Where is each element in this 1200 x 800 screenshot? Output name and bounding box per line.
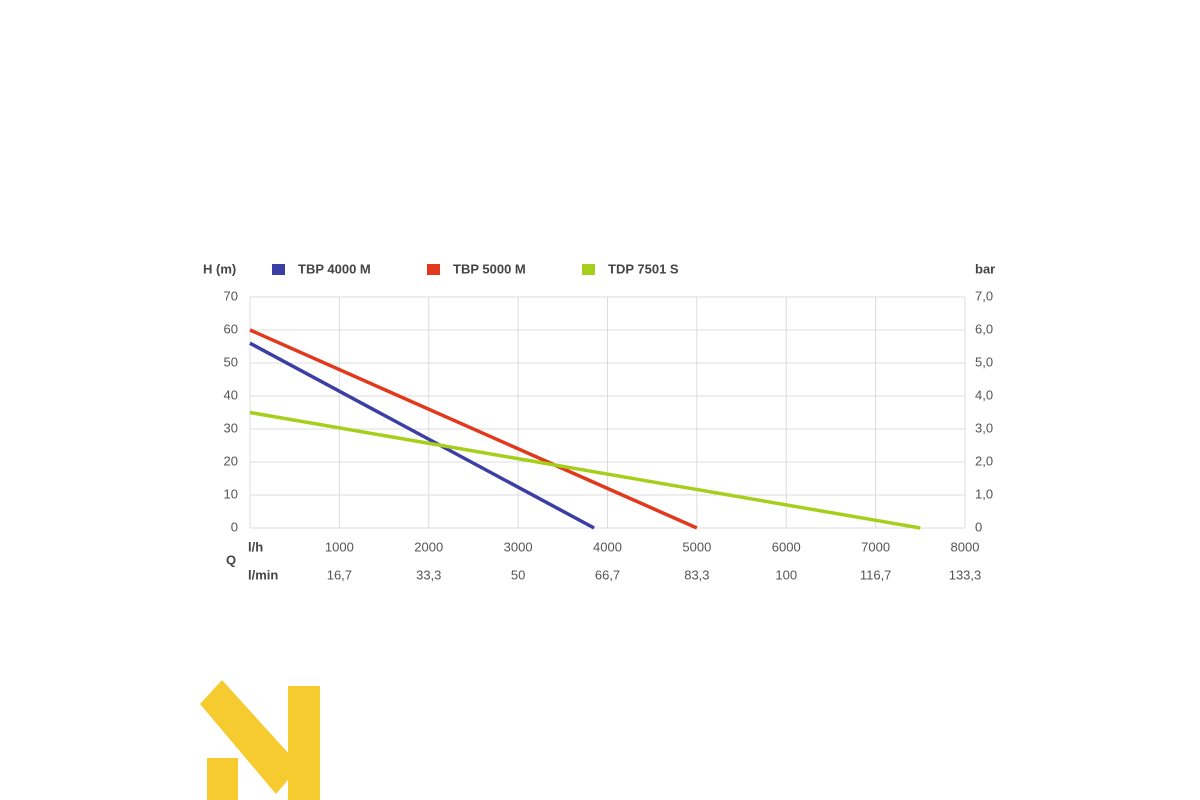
x-tick-label: 6000 [772, 539, 801, 554]
y2-axis-label: bar [975, 261, 995, 276]
x2-tick-label: 66,7 [595, 567, 620, 582]
legend-swatch [427, 264, 440, 275]
x2-unit: l/min [248, 567, 278, 582]
legend-label: TBP 4000 M [298, 261, 371, 276]
legend-label: TBP 5000 M [453, 261, 526, 276]
x2-tick-label: 33,3 [416, 567, 441, 582]
x-tick-label: 1000 [325, 539, 354, 554]
x-tick-label: 2000 [414, 539, 443, 554]
y-tick-label: 10 [224, 486, 238, 501]
legend-label: TDP 7501 S [608, 261, 679, 276]
y-tick-label: 0 [231, 519, 238, 534]
y-tick-label: 70 [224, 288, 238, 303]
legend-swatch [272, 264, 285, 275]
y2-tick-label: 4,0 [975, 387, 993, 402]
y2-tick-label: 2,0 [975, 453, 993, 468]
y2-tick-label: 1,0 [975, 486, 993, 501]
y-tick-label: 40 [224, 387, 238, 402]
y2-tick-label: 0 [975, 519, 982, 534]
x-tick-label: 5000 [682, 539, 711, 554]
x-tick-label: 8000 [951, 539, 980, 554]
x2-tick-label: 83,3 [684, 567, 709, 582]
x-tick-label: 3000 [504, 539, 533, 554]
y-axis-label: H (m) [203, 261, 236, 276]
logo [200, 680, 320, 800]
x-tick-label: 4000 [593, 539, 622, 554]
y-tick-label: 60 [224, 321, 238, 336]
x-tick-label: 7000 [861, 539, 890, 554]
x-axis-label: Q [226, 552, 236, 567]
y-tick-label: 20 [224, 453, 238, 468]
y2-tick-label: 5,0 [975, 354, 993, 369]
x2-tick-label: 133,3 [949, 567, 982, 582]
x2-tick-label: 50 [511, 567, 525, 582]
y-tick-label: 30 [224, 420, 238, 435]
y2-tick-label: 7,0 [975, 288, 993, 303]
y-tick-label: 50 [224, 354, 238, 369]
x2-tick-label: 16,7 [327, 567, 352, 582]
y2-tick-label: 3,0 [975, 420, 993, 435]
x2-tick-label: 100 [775, 567, 797, 582]
y2-tick-label: 6,0 [975, 321, 993, 336]
x-unit: l/h [248, 539, 263, 554]
x2-tick-label: 116,7 [860, 567, 892, 582]
data-line [249, 328, 698, 530]
legend-swatch [582, 264, 595, 275]
data-line [249, 410, 921, 530]
data-line [249, 341, 595, 530]
